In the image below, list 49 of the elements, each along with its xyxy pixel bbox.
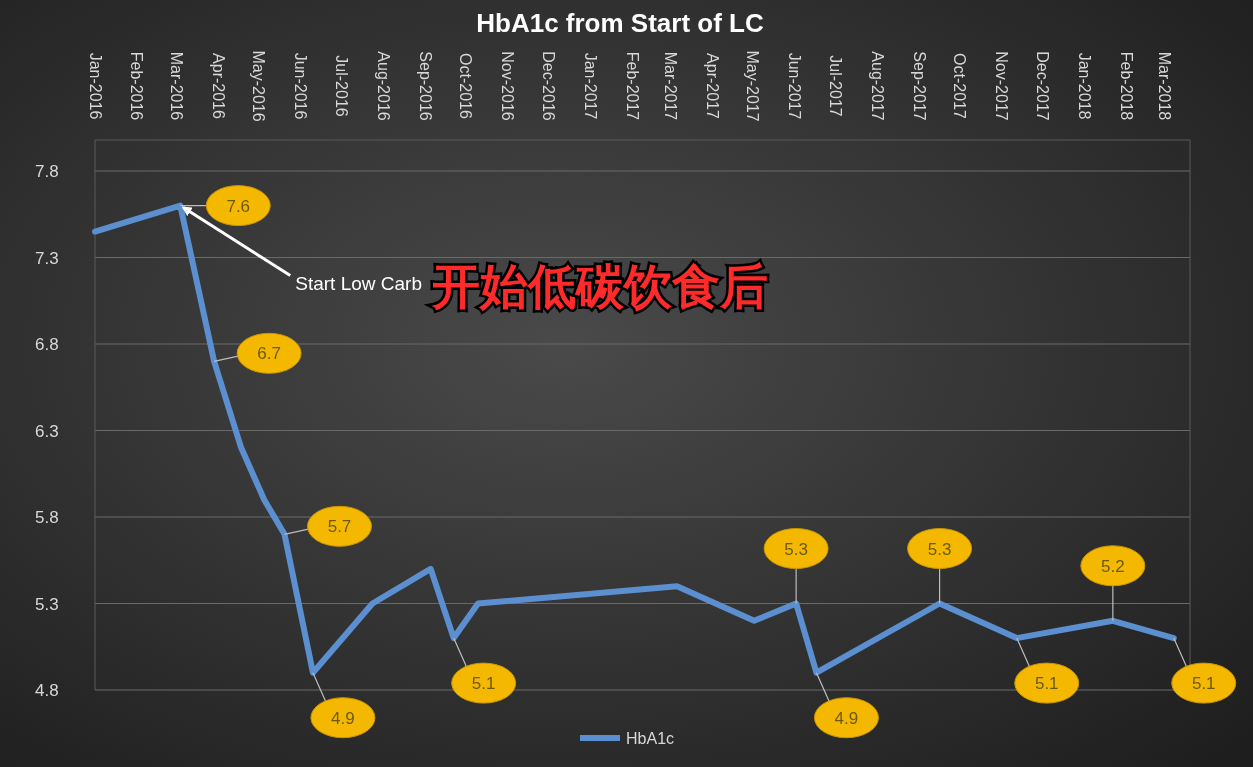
x-tick-label: Jun-2017 — [786, 52, 804, 120]
x-tick-label: Nov-2016 — [499, 51, 517, 121]
data-label: 7.6 — [226, 196, 251, 216]
x-tick-label: Jan-2018 — [1075, 52, 1093, 120]
data-label: 6.7 — [257, 344, 281, 364]
x-tick-label: Jul-2017 — [826, 55, 844, 117]
x-tick-label: Jan-2017 — [581, 52, 599, 120]
x-tick-label: Dec-2016 — [539, 51, 557, 121]
data-label: 5.1 — [1034, 674, 1059, 694]
data-label: 5.7 — [327, 517, 352, 537]
x-tick-label: Sep-2016 — [416, 51, 434, 121]
data-label: 5.1 — [471, 674, 496, 694]
x-tick-label: Jul-2016 — [332, 55, 350, 117]
x-tick-label: Aug-2016 — [374, 51, 392, 121]
y-tick-label: 7.3 — [35, 248, 59, 268]
x-tick-label: May-2016 — [250, 50, 268, 122]
data-label: 5.3 — [784, 539, 808, 559]
data-label: 4.9 — [834, 708, 859, 728]
y-tick-label: 4.8 — [35, 681, 59, 700]
x-tick-label: Apr-2016 — [209, 53, 227, 120]
y-tick-label: 6.8 — [35, 335, 59, 354]
x-tick-label: Mar-2017 — [661, 51, 679, 121]
chart-title: HbA1c from Start of LC — [476, 8, 764, 38]
x-tick-label: Feb-2017 — [623, 51, 641, 121]
data-label: 5.1 — [1191, 674, 1216, 694]
y-tick-label: 6.3 — [35, 421, 59, 441]
x-tick-label: Nov-2017 — [993, 51, 1011, 121]
x-tick-label: Mar-2016 — [167, 51, 185, 121]
x-tick-label: May-2017 — [744, 50, 762, 122]
x-tick-label: Jan-2016 — [86, 52, 104, 120]
x-tick-label: Jun-2016 — [292, 52, 310, 120]
x-tick-label: Dec-2017 — [1033, 51, 1051, 121]
data-label: 5.3 — [927, 539, 952, 559]
data-label: 5.2 — [1101, 556, 1125, 576]
y-tick-label: 7.8 — [35, 162, 59, 181]
x-tick-label: Aug-2017 — [868, 51, 886, 121]
y-tick-label: 5.8 — [35, 508, 59, 527]
annotation: 开始低碳饮食后 — [431, 260, 768, 313]
x-tick-label: Oct-2017 — [951, 53, 969, 120]
x-tick-label: Mar-2018 — [1155, 51, 1173, 121]
y-tick-label: 5.3 — [35, 594, 59, 614]
data-label: 4.9 — [331, 708, 355, 728]
x-tick-label: Feb-2016 — [128, 51, 146, 121]
x-tick-label: Apr-2017 — [703, 53, 721, 120]
x-tick-label: Oct-2016 — [457, 53, 475, 120]
annotation: Start Low Carb — [295, 272, 423, 294]
x-tick-label: Feb-2018 — [1117, 51, 1135, 121]
legend-label: HbA1c — [626, 730, 675, 747]
x-tick-label: Sep-2017 — [910, 51, 928, 121]
